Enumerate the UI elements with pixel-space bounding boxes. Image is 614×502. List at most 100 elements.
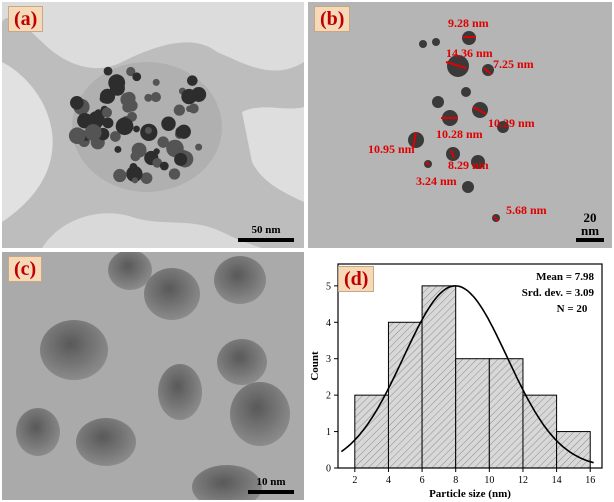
panel-a: (a) 50 nm [2,2,304,248]
nanoparticle [144,126,152,134]
nanoparticle [114,145,122,153]
y-axis-label: Count [309,351,321,381]
nanoparticle [99,95,107,103]
nanoparticle [84,124,102,141]
x-tick-label: 12 [518,475,528,486]
y-tick-label: 5 [326,281,331,292]
nanoparticle [461,87,471,97]
scale-bar-a-line [238,238,294,242]
nanoparticle [497,121,509,133]
nanoparticle [471,155,485,169]
y-tick-label: 3 [326,354,331,365]
x-tick-label: 6 [420,475,425,486]
y-tick-label: 0 [326,464,331,475]
nanoparticle [131,177,139,184]
nanoparticle [432,96,444,108]
x-tick-label: 8 [453,475,458,486]
histogram-bar [556,431,591,469]
y-tick-label: 4 [326,318,331,329]
panel-a-label: (a) [8,6,44,32]
tem-image-c [2,252,304,500]
nanoparticle [157,136,169,148]
scale-bar-b-label: 20 nm [580,210,600,238]
panel-c: (c) 10 nm [2,252,304,500]
histogram-bar [488,358,524,469]
nanoparticle [70,95,84,110]
x-tick-label: 10 [484,475,494,486]
nanoparticle [153,148,160,155]
x-tick-label: 4 [386,475,391,486]
nanoparticle [175,126,188,138]
nanoparticle [432,38,440,46]
nanoparticle [173,104,185,116]
nanoparticle [408,132,424,148]
measurement-label: 7.25 nm [493,57,534,71]
nanoparticle [159,161,169,171]
nanoparticle [68,127,86,145]
nanoparticle [168,168,181,180]
nanoparticle [132,72,142,82]
scale-bar-b-line [576,238,604,242]
nanoparticle [152,157,163,168]
nanoparticle [188,103,199,114]
stats-mean: Mean = 7.98 [536,271,594,283]
measurement-label: 14.36 nm [446,46,493,60]
nanoparticle [129,162,138,171]
stats-n: N = 20 [557,303,588,315]
nanoparticle [103,66,113,76]
measurement-label: 10.95 nm [368,142,415,156]
measurement-label: 10.29 nm [488,116,535,130]
nanoparticle [110,131,121,142]
nanoparticle [195,143,203,151]
measurement-label: 9.28 nm [448,16,489,30]
nanoparticle [181,88,197,105]
tem-image-b [308,2,612,248]
measurement-label: 8.29 nm [448,158,489,172]
nanoparticle [126,165,143,182]
nanoparticle [88,111,105,128]
tem-image-a [2,2,304,248]
panel-d-label: (d) [338,266,375,292]
scale-bar-b: 20 nm [576,211,604,242]
nanoparticle [102,117,114,129]
nanoparticle [115,117,134,136]
nanoparticle [130,151,141,162]
scale-bar-c-line [248,490,294,494]
nanoparticle [133,125,140,133]
panel-c-label: (c) [8,256,43,282]
x-tick-label: 2 [352,475,357,486]
panel-b: (b) 9.28 nm 14.36 nm 7.25 nm 10.29 nm 10… [308,2,612,248]
panel-d: 2 4 6 8 10 12 14 16 0 1 2 3 4 5 Particle size (nm) Co… [308,252,612,500]
nanoparticle [187,75,198,86]
nanoparticle [126,66,136,77]
nanoparticle [144,93,153,102]
nanoparticle [120,92,135,107]
x-axis-label: Particle size (nm) [429,488,511,500]
histogram-bar [387,321,423,469]
normal-fit-curve [340,285,594,464]
nanoparticle [113,168,127,183]
measurement-label: 5.68 nm [506,203,547,217]
y-tick-label: 1 [326,427,331,438]
nanoparticle [174,152,188,166]
x-tick-label: 14 [552,475,562,486]
x-tick-label: 16 [585,475,595,486]
nanoparticle [161,116,176,131]
histogram-bar [455,358,490,469]
nanoparticle [101,107,113,118]
nanoparticle [419,40,427,48]
histogram-bar [522,394,558,469]
scale-bar-c: 10 nm [248,476,294,494]
measurement-label: 3.24 nm [416,174,457,188]
y-tick-label: 2 [326,391,331,402]
scale-bar-a: 50 nm [238,224,294,242]
plot-frame [337,263,603,469]
nanoparticle [462,181,474,193]
scale-bar-a-label: 50 nm [251,224,281,236]
nanoparticle [109,80,125,96]
nanoparticle [140,172,153,184]
histogram-bar [421,285,457,469]
nanoparticle [150,92,161,103]
measurement-label: 10.28 nm [436,127,483,141]
